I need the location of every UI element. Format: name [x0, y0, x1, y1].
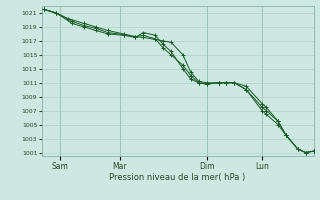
X-axis label: Pression niveau de la mer( hPa ): Pression niveau de la mer( hPa ) — [109, 173, 246, 182]
